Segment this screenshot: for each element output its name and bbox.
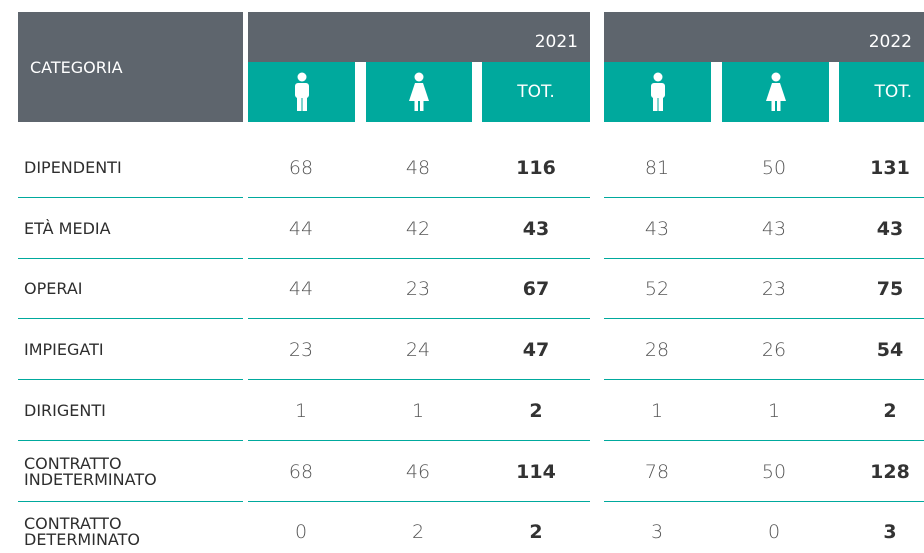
cell-value: 116 <box>516 157 556 179</box>
cell-value: 1 <box>650 399 664 422</box>
cell-value: 1 <box>294 399 308 422</box>
cell-value: 52 <box>644 278 670 301</box>
cell-value: 2 <box>529 399 543 422</box>
row-separator <box>604 379 924 381</box>
cell-value: 43 <box>876 217 904 240</box>
category-header: CATEGORIA <box>18 12 243 122</box>
row-separator <box>604 318 924 320</box>
cell-value: 67 <box>522 278 550 301</box>
cell-value: 43 <box>522 217 550 240</box>
row-label: DIPENDENTI <box>24 158 122 177</box>
row-separator <box>248 500 590 502</box>
cell-value: 23 <box>761 278 787 301</box>
cell-value: 44 <box>288 278 314 301</box>
cell-value: 0 <box>767 521 781 544</box>
female-header <box>722 62 829 122</box>
row-separator <box>18 500 243 502</box>
cell-value: 131 <box>870 157 910 179</box>
cell-value: 28 <box>644 339 670 362</box>
cell-value: 78 <box>644 460 670 483</box>
cell-value: 81 <box>644 157 670 179</box>
cell-value: 54 <box>876 339 904 362</box>
row-separator <box>248 197 590 198</box>
cell-value: 3 <box>650 521 664 544</box>
cell-value: 2 <box>411 521 425 544</box>
row-separator <box>604 439 924 441</box>
male-icon <box>294 72 309 111</box>
row-separator <box>18 257 243 259</box>
cell-value: 47 <box>522 339 550 362</box>
row-separator <box>604 257 924 259</box>
year-header: 2022 <box>604 12 924 62</box>
cell-value: 44 <box>288 217 314 240</box>
row-label: DIRIGENTI <box>24 400 106 420</box>
row-separator <box>248 379 590 381</box>
row-separator <box>604 500 924 502</box>
cell-value: 3 <box>883 521 897 544</box>
female-header <box>366 62 472 122</box>
row-separator <box>248 439 590 441</box>
cell-value: 0 <box>294 521 308 544</box>
cell-value: 23 <box>288 339 314 362</box>
row-separator <box>604 197 924 198</box>
male-header <box>248 62 355 122</box>
cell-value: 2 <box>529 521 543 544</box>
cell-value: 2 <box>883 399 897 422</box>
year-header: 2021 <box>248 12 590 62</box>
male-header <box>604 62 711 122</box>
cell-value: 50 <box>761 460 787 483</box>
cell-value: 75 <box>876 278 904 301</box>
row-label: CONTRATTO INDETERMINATO <box>24 453 157 489</box>
cell-value: 46 <box>405 460 431 483</box>
female-icon <box>765 72 786 111</box>
row-separator <box>18 197 243 198</box>
total-header: TOT. <box>482 62 590 122</box>
cell-value: 114 <box>516 460 556 483</box>
cell-value: 68 <box>288 157 314 179</box>
cell-value: 43 <box>761 217 787 240</box>
cell-value: 50 <box>761 157 787 179</box>
total-header: TOT. <box>839 62 924 122</box>
row-label: OPERAI <box>24 279 83 299</box>
cell-value: 1 <box>767 399 781 422</box>
cell-value: 128 <box>870 460 910 483</box>
cell-value: 23 <box>405 278 431 301</box>
cell-value: 1 <box>411 399 425 422</box>
cell-value: 68 <box>288 460 314 483</box>
row-separator <box>18 318 243 320</box>
row-label: IMPIEGATI <box>24 340 104 360</box>
row-separator <box>18 379 243 381</box>
row-label: CONTRATTO DETERMINATO <box>24 514 140 550</box>
row-separator <box>248 318 590 320</box>
cell-value: 43 <box>644 217 670 240</box>
male-icon <box>650 72 665 111</box>
cell-value: 42 <box>405 217 431 240</box>
female-icon <box>409 72 429 111</box>
cell-value: 26 <box>761 339 787 362</box>
cell-value: 24 <box>405 339 431 362</box>
row-label: ETÀ MEDIA <box>24 218 111 238</box>
cell-value: 48 <box>405 157 431 179</box>
row-separator <box>18 439 243 441</box>
row-separator <box>248 257 590 259</box>
